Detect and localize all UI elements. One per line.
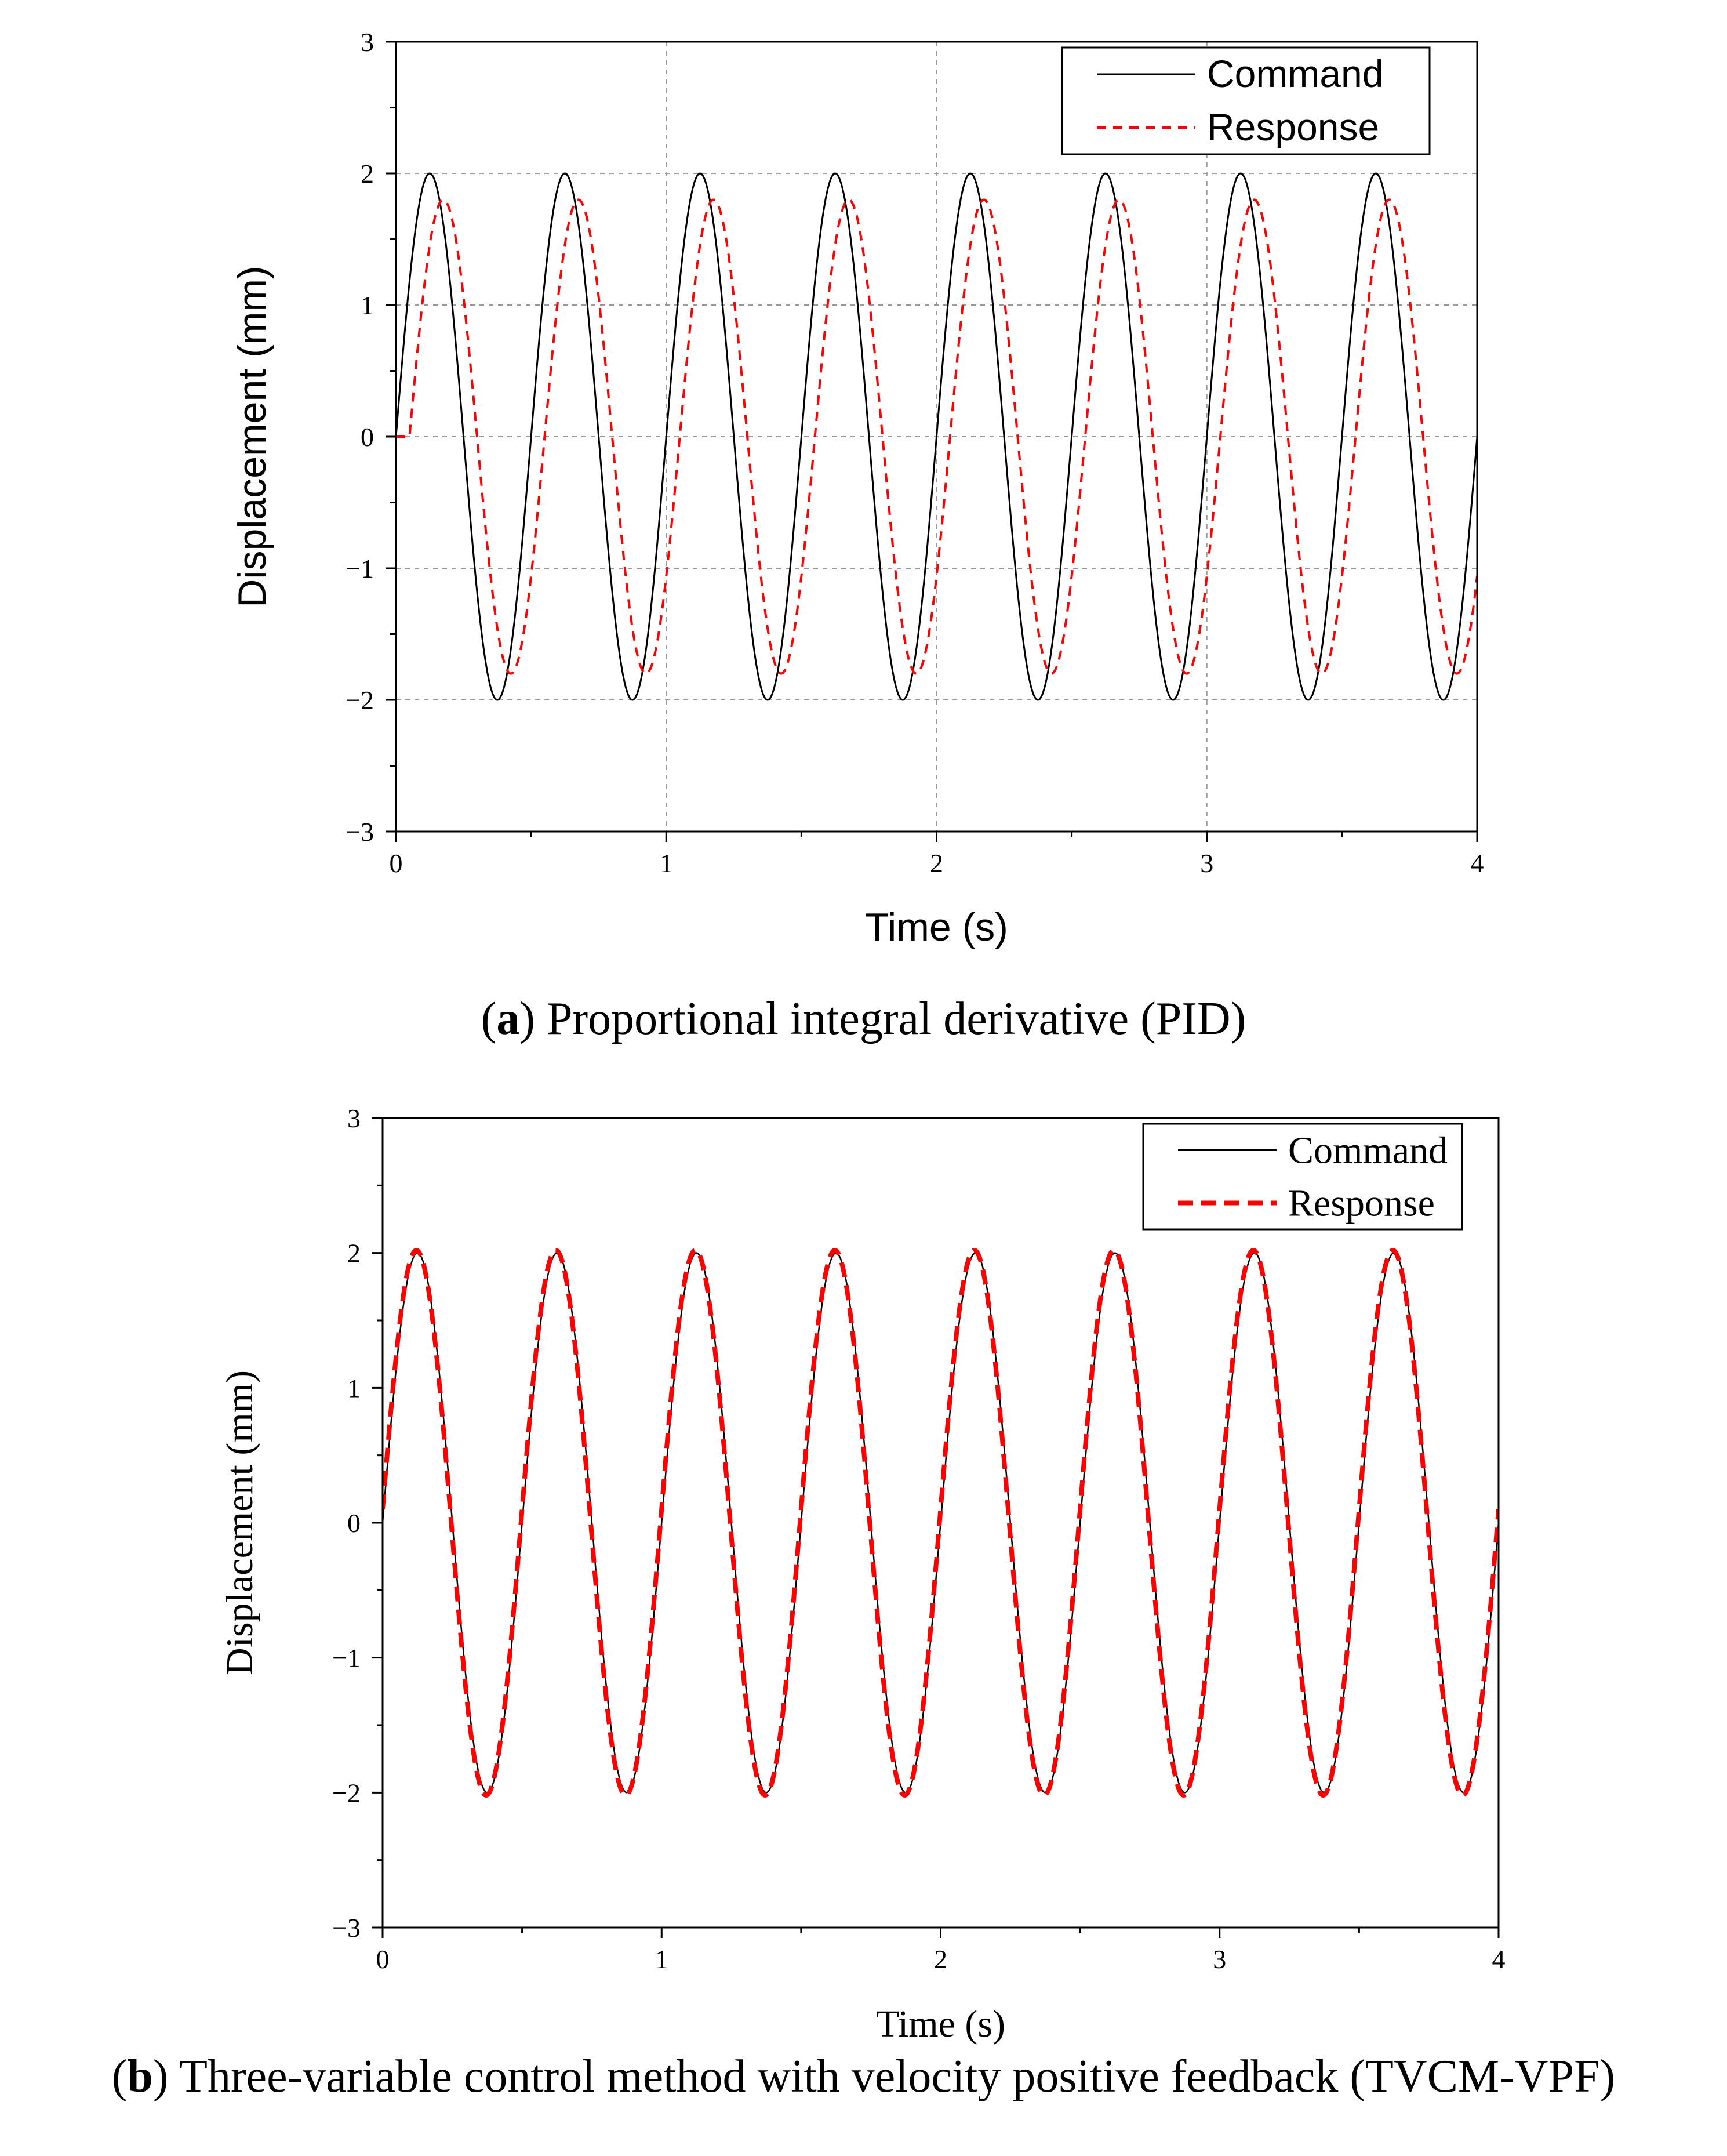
a-y-tick-label-0: −3: [346, 817, 374, 847]
a-y-axis-label: Displacement (mm): [230, 266, 274, 607]
a-y-tick-label-6: 3: [361, 27, 374, 57]
b-x-tick-label-1: 1: [655, 1944, 668, 1974]
chart-b-tvcm-vpf: 0 1 2 3 4 −3 −2 −1 0 1 2 3 Time (s) Displacement (mm)…: [219, 1104, 1506, 2045]
a-x-tick-label-0: 0: [390, 848, 403, 878]
a-x-tick-label-1: 1: [660, 848, 673, 878]
caption-b-text: Three-variable control method with veloc…: [179, 2051, 1616, 2102]
b-y-tick-label-4: 1: [347, 1373, 361, 1403]
caption-a-text: Proportional integral derivative (PID): [546, 993, 1246, 1044]
b-y-tick-label-0: −3: [332, 1913, 361, 1943]
b-y-tick-label-5: 2: [347, 1239, 361, 1268]
b-x-tick-label-3: 3: [1213, 1944, 1226, 1974]
b-y-tick-label-6: 3: [347, 1104, 361, 1133]
a-y-tick-label-3: 0: [361, 422, 374, 452]
b-series-response-line: [383, 1248, 1499, 1798]
b-y-axis-label: Displacement (mm): [219, 1370, 261, 1675]
a-x-tick-label-3: 3: [1200, 848, 1213, 878]
a-x-tick-label-4: 4: [1471, 848, 1484, 878]
a-x-tick-label-2: 2: [930, 848, 943, 878]
a-legend-label-command: Command: [1207, 52, 1383, 95]
b-legend-label-response: Response: [1288, 1182, 1435, 1225]
b-legend-box: [1142, 1123, 1463, 1231]
chart-a-pid: 0 1 2 3 4 −3 −2 −1 0 1 2 3 Time (s) Displacement (mm)…: [230, 27, 1484, 949]
b-x-tick-label-0: 0: [376, 1944, 390, 1974]
a-y-tick-label-5: 2: [361, 159, 374, 188]
b-y-tick-label-3: 0: [347, 1508, 361, 1538]
b-y-tick-label-2: −1: [332, 1643, 361, 1673]
caption-a-letter: a: [496, 993, 520, 1044]
a-y-tick-label-4: 1: [361, 291, 374, 320]
a-x-axis-label: Time (s): [865, 905, 1008, 949]
b-x-tick-label-2: 2: [934, 1944, 947, 1974]
caption-b: (b) Three-variable control method with v…: [111, 2051, 1616, 2102]
b-y-tick-label-1: −2: [332, 1778, 361, 1807]
a-y-tick-label-2: −1: [346, 554, 374, 583]
a-series-command-line: [396, 172, 1477, 701]
caption-b-letter: b: [127, 2051, 153, 2102]
b-legend-label-command: Command: [1288, 1130, 1448, 1172]
b-x-axis-label: Time (s): [876, 2003, 1005, 2045]
a-legend-label-response: Response: [1207, 106, 1379, 148]
caption-a: (a) Proportional integral derivative (PI…: [481, 993, 1246, 1044]
a-y-tick-label-1: −2: [346, 685, 374, 715]
b-x-tick-label-4: 4: [1492, 1944, 1506, 1974]
a-legend-box: [1061, 46, 1431, 155]
